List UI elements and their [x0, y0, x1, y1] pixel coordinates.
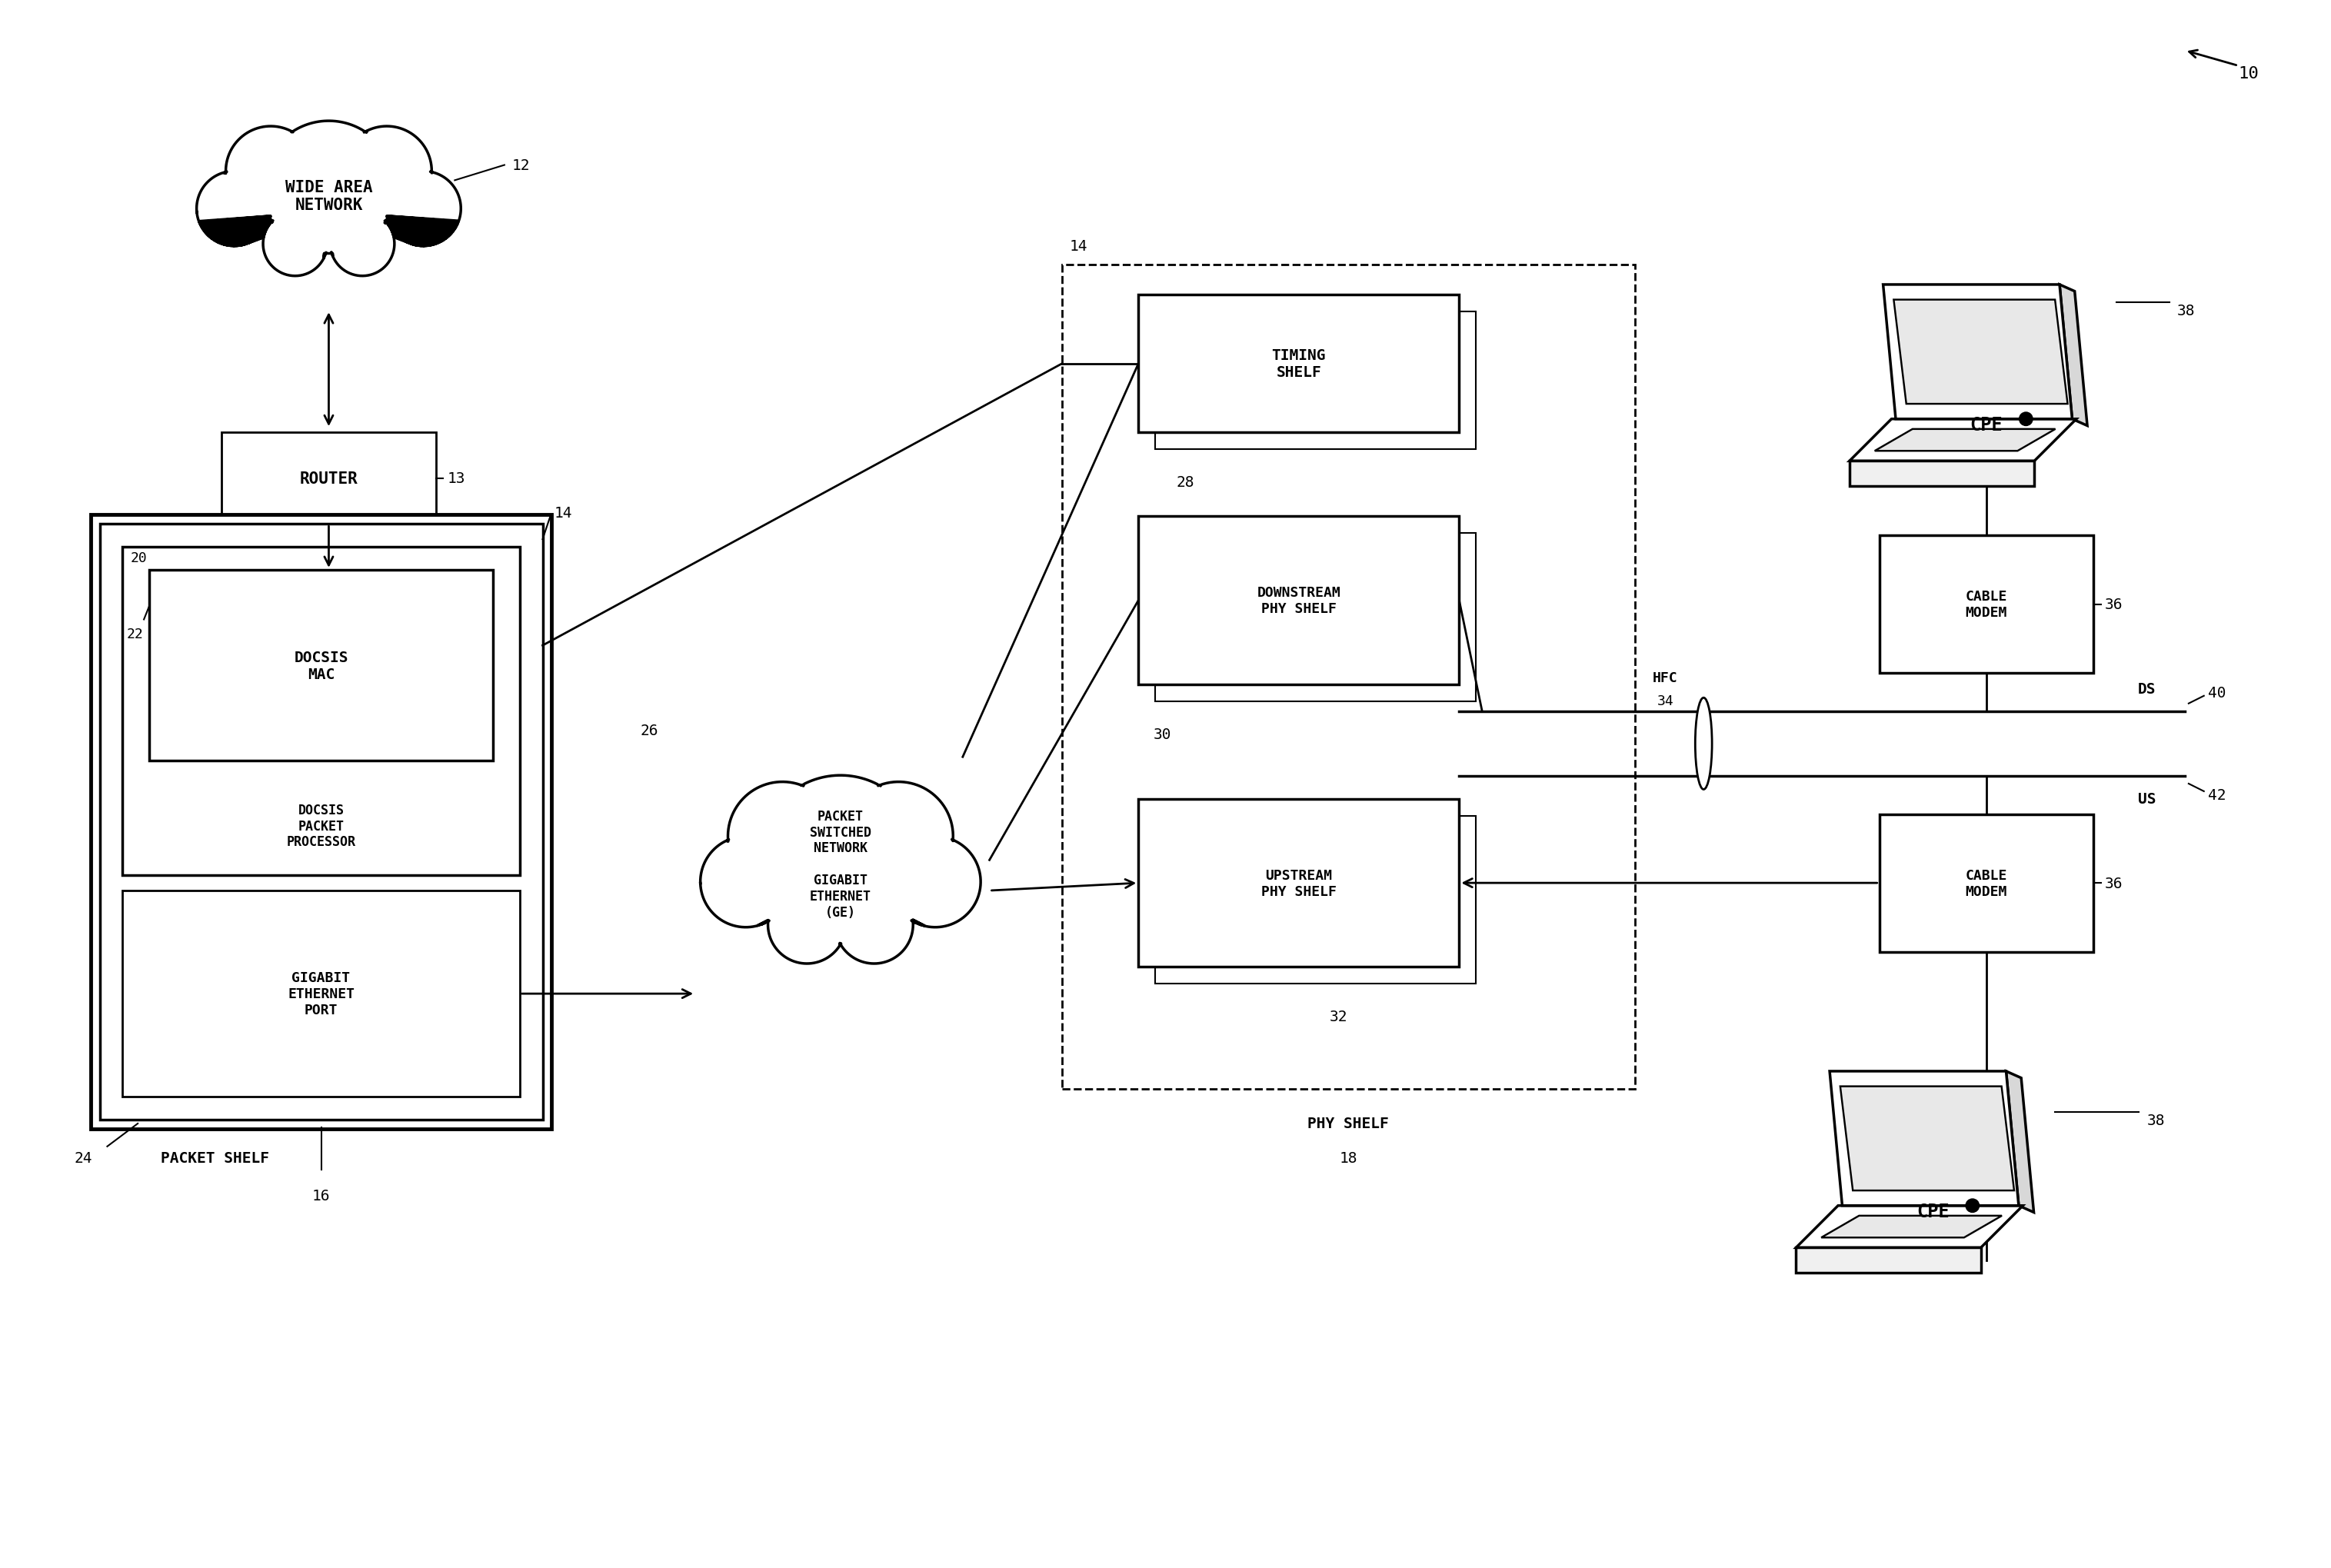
Bar: [1156, 312, 1476, 450]
Text: ROUTER: ROUTER: [301, 470, 359, 486]
Circle shape: [760, 776, 921, 936]
Text: DS: DS: [2138, 682, 2156, 696]
Text: 24: 24: [75, 1151, 91, 1165]
Polygon shape: [1893, 299, 2068, 405]
Text: 14: 14: [1070, 238, 1089, 254]
Text: 38: 38: [2177, 303, 2196, 318]
Text: 42: 42: [2207, 787, 2226, 803]
Text: 20: 20: [131, 552, 147, 564]
Polygon shape: [1795, 1248, 1981, 1273]
Text: CABLE
MODEM: CABLE MODEM: [1965, 869, 2007, 898]
Text: HFC: HFC: [1653, 671, 1678, 685]
Text: PACKET SHELF: PACKET SHELF: [161, 1151, 268, 1165]
Polygon shape: [1839, 1087, 2014, 1190]
Text: WIDE AREA
NETWORK: WIDE AREA NETWORK: [284, 180, 373, 213]
Bar: [149, 571, 492, 760]
Circle shape: [263, 122, 394, 254]
Bar: [1138, 517, 1459, 685]
Polygon shape: [1821, 1215, 2002, 1237]
Bar: [1879, 814, 2093, 952]
Text: 36: 36: [2105, 877, 2124, 891]
Circle shape: [343, 127, 431, 216]
Text: 10: 10: [2238, 66, 2259, 82]
Bar: [91, 516, 552, 1129]
Bar: [1156, 815, 1476, 985]
Bar: [124, 891, 520, 1098]
Text: 12: 12: [513, 158, 529, 172]
Circle shape: [226, 127, 315, 216]
Circle shape: [387, 172, 462, 246]
Circle shape: [263, 212, 326, 276]
Circle shape: [890, 837, 981, 928]
Text: 22: 22: [126, 627, 142, 641]
Text: 18: 18: [1340, 1151, 1357, 1165]
Text: CPE: CPE: [1916, 1203, 1949, 1221]
Bar: [1879, 536, 2093, 673]
Text: 36: 36: [2105, 597, 2124, 612]
Polygon shape: [1848, 461, 2035, 486]
Text: DOWNSTREAM
PHY SHELF: DOWNSTREAM PHY SHELF: [1256, 586, 1340, 616]
Polygon shape: [1883, 285, 2072, 420]
Circle shape: [727, 782, 837, 891]
Text: GIGABIT
ETHERNET
PORT: GIGABIT ETHERNET PORT: [287, 971, 354, 1016]
Text: 16: 16: [312, 1189, 331, 1203]
Bar: [100, 524, 543, 1120]
Text: 34: 34: [1657, 693, 1674, 707]
Bar: [1138, 800, 1459, 967]
Text: PHY SHELF: PHY SHELF: [1308, 1116, 1389, 1131]
Text: 28: 28: [1177, 475, 1196, 489]
Circle shape: [699, 837, 790, 928]
Circle shape: [196, 172, 270, 246]
Bar: [1156, 533, 1476, 701]
Circle shape: [1965, 1200, 1979, 1212]
Text: 38: 38: [2147, 1113, 2165, 1127]
Circle shape: [331, 212, 394, 276]
Polygon shape: [2007, 1071, 2035, 1212]
Circle shape: [844, 782, 953, 891]
Polygon shape: [1848, 420, 2077, 461]
Text: PACKET
SWITCHED
NETWORK

GIGABIT
ETHERNET
(GE): PACKET SWITCHED NETWORK GIGABIT ETHERNET…: [809, 809, 872, 919]
Text: UPSTREAM
PHY SHELF: UPSTREAM PHY SHELF: [1261, 869, 1336, 898]
Circle shape: [2019, 412, 2033, 426]
Bar: [124, 547, 520, 875]
Text: 32: 32: [1329, 1010, 1347, 1024]
Text: 40: 40: [2207, 685, 2226, 699]
Circle shape: [767, 886, 846, 964]
Polygon shape: [1795, 1206, 2023, 1248]
Text: DOCSIS
PACKET
PROCESSOR: DOCSIS PACKET PROCESSOR: [287, 803, 357, 848]
Text: CABLE
MODEM: CABLE MODEM: [1965, 590, 2007, 619]
Polygon shape: [1874, 430, 2056, 452]
Circle shape: [834, 886, 914, 964]
Text: CPE: CPE: [1970, 416, 2002, 434]
Text: DOCSIS
MAC: DOCSIS MAC: [294, 649, 347, 682]
Bar: [1063, 265, 1634, 1090]
Polygon shape: [2061, 285, 2086, 426]
Text: 30: 30: [1154, 726, 1172, 742]
Text: 26: 26: [641, 723, 660, 739]
Text: US: US: [2138, 792, 2156, 806]
Text: 14: 14: [555, 506, 571, 521]
Bar: [221, 433, 436, 524]
Ellipse shape: [1695, 698, 1711, 790]
Text: TIMING
SHELF: TIMING SHELF: [1273, 348, 1326, 379]
Bar: [1138, 295, 1459, 433]
Text: 13: 13: [448, 472, 466, 486]
Polygon shape: [1830, 1071, 2019, 1206]
